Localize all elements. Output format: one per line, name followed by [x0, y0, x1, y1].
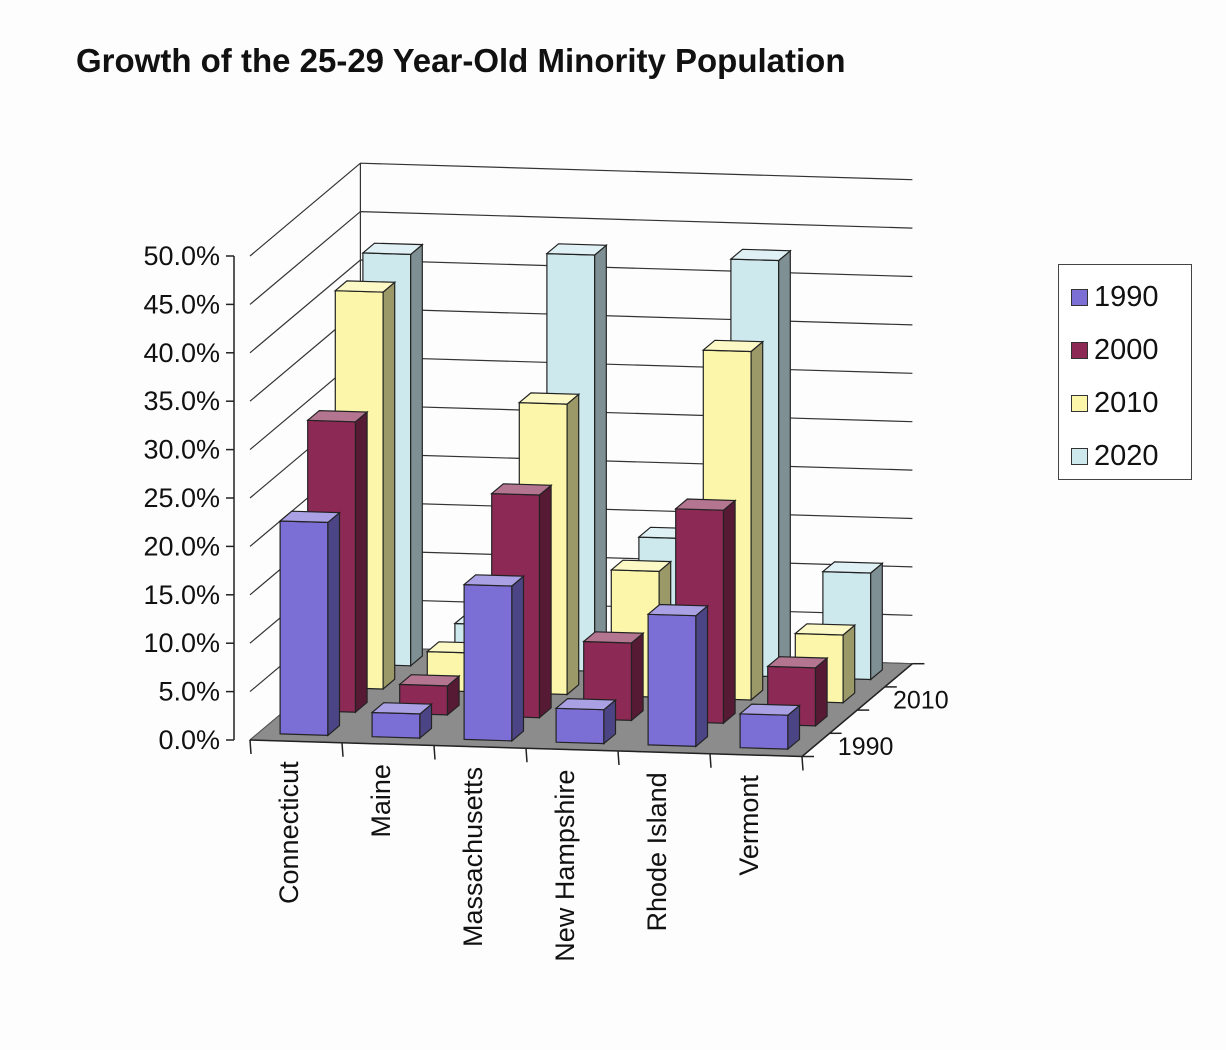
legend-item: 1990 — [1071, 280, 1159, 313]
chart-title: Growth of the 25-29 Year-Old Minority Po… — [76, 42, 846, 79]
bar — [278, 510, 342, 737]
x-tick — [249, 739, 252, 755]
bars — [278, 242, 884, 751]
bar-side — [327, 511, 341, 737]
x-tick — [801, 756, 804, 771]
bar-top — [674, 498, 737, 511]
legend-item: 2000 — [1071, 333, 1159, 366]
bar-top — [361, 242, 424, 256]
category-label: Massachusetts — [458, 767, 488, 947]
x-tick — [525, 748, 528, 763]
bar-top — [821, 561, 884, 574]
bar-side — [814, 656, 828, 728]
bar-top — [545, 243, 608, 256]
y-tick-label: 50.0% — [143, 241, 220, 271]
bar — [370, 702, 434, 740]
bar-side — [842, 623, 856, 704]
legend-label: 2000 — [1094, 333, 1159, 366]
bar-side — [566, 393, 580, 696]
y-tick-label: 40.0% — [143, 338, 220, 368]
bar — [554, 697, 618, 745]
bar-top — [333, 280, 397, 293]
bar-top — [370, 702, 434, 715]
x-tick — [709, 753, 712, 768]
bar-front — [279, 520, 329, 737]
bar-front — [555, 707, 605, 745]
bar-front — [647, 613, 697, 748]
legend-swatch — [1071, 288, 1088, 306]
category-label: Rhode Island — [642, 772, 672, 931]
bar-top — [701, 339, 765, 353]
bar-top — [793, 623, 857, 636]
bar-side — [870, 562, 883, 681]
y-tick-label: 25.0% — [143, 483, 220, 513]
legend-label: 1990 — [1094, 280, 1159, 313]
bar-top — [306, 409, 369, 423]
bar-top — [729, 248, 792, 262]
bar-side — [750, 340, 764, 702]
x-tick — [617, 750, 620, 766]
bar-top — [646, 603, 710, 617]
bar-side — [630, 631, 644, 722]
bar-side — [594, 244, 607, 673]
legend-swatch — [1071, 447, 1088, 465]
y-tick-label: 0.0% — [158, 725, 220, 755]
bar-top — [554, 697, 618, 711]
bar-side — [778, 249, 791, 679]
y-tick-labels: 0.0% 5.0% 10.0% 15.0% 20.0% 25.0% 30.0% 35.0% 40… — [143, 241, 234, 755]
bar-top — [766, 656, 829, 669]
y-tick-label: 15.0% — [143, 580, 220, 610]
legend-label: 2020 — [1094, 439, 1159, 472]
legend-item: 2010 — [1071, 386, 1159, 419]
legend-swatch — [1071, 341, 1088, 359]
bar — [646, 603, 710, 748]
bar-side — [695, 604, 709, 748]
bar-front — [371, 711, 421, 739]
bar-top — [462, 574, 526, 587]
bar-top — [582, 631, 645, 644]
depth-axis: 1990 2010 — [801, 662, 949, 761]
y-tick-label: 45.0% — [143, 289, 220, 319]
bar — [738, 703, 802, 751]
depth-label: 2010 — [893, 687, 949, 715]
y-tick-label: 20.0% — [143, 531, 220, 561]
x-axis: Connecticut Maine Massachusetts New Hampshi… — [249, 739, 804, 962]
category-label: Vermont — [734, 775, 764, 876]
bar-side — [538, 484, 552, 719]
y-tick-label: 5.0% — [158, 677, 220, 707]
bar-top — [398, 674, 461, 687]
legend-label: 2010 — [1094, 386, 1159, 419]
bar-front — [463, 583, 513, 742]
bar-side — [410, 243, 423, 668]
category-label: Connecticut — [274, 761, 304, 904]
bar-top — [278, 510, 342, 524]
category-label: New Hampshire — [550, 770, 580, 962]
legend-swatch — [1071, 394, 1088, 412]
bar-top — [490, 483, 553, 496]
bar-side — [354, 410, 368, 714]
x-tick — [433, 745, 436, 760]
bar-front — [739, 713, 789, 750]
category-label: Maine — [366, 764, 396, 838]
bar — [462, 574, 526, 743]
y-tick-label: 35.0% — [143, 386, 220, 416]
x-tick — [341, 742, 344, 757]
bar-top — [609, 559, 673, 573]
y-tick-label: 30.0% — [143, 435, 220, 465]
bar-side — [511, 574, 525, 743]
bar-top — [738, 703, 802, 716]
depth-label: 1990 — [838, 733, 894, 761]
bar-side — [382, 281, 396, 691]
legend-item: 2020 — [1071, 439, 1159, 472]
gridline — [249, 162, 913, 257]
y-tick-label: 10.0% — [143, 628, 220, 658]
chart-legend: 1990 2000 2010 2020 — [1058, 264, 1192, 480]
bar-side — [722, 499, 736, 725]
bar-top — [517, 392, 581, 405]
